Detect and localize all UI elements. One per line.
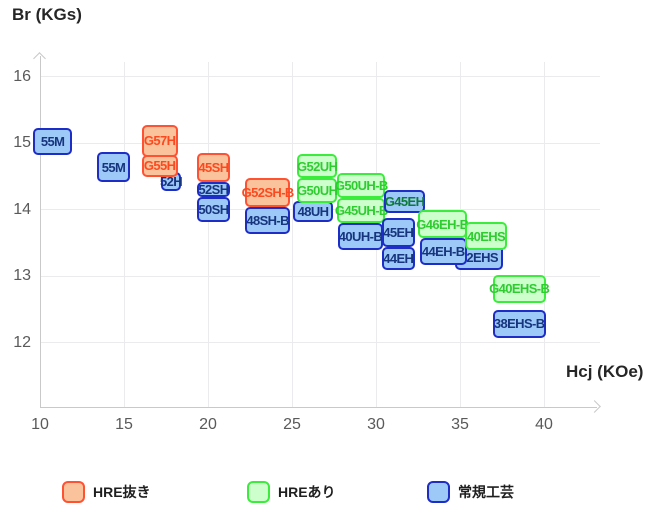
- grade-box-52h: 52H: [160, 172, 183, 191]
- gridline: [40, 275, 600, 277]
- grade-box-40uh-b: 40UH-B: [338, 222, 383, 251]
- legend-item-hre-added[interactable]: HREあり: [247, 481, 336, 503]
- grade-box-44eh: 44EH: [381, 246, 415, 270]
- x-axis-arrow-icon: [588, 400, 601, 413]
- grade-box-45eh: 45EH: [381, 218, 415, 247]
- x-tick-label: 30: [367, 416, 385, 433]
- legend-label: 常規工芸: [458, 484, 514, 500]
- legend-item-hre-removed[interactable]: HRE抜き: [62, 481, 151, 503]
- x-tick-label: 15: [115, 416, 133, 433]
- x-tick-label: 35: [451, 416, 469, 433]
- y-axis-title: Br (KGs): [12, 5, 82, 24]
- x-tick-label: 25: [283, 416, 301, 433]
- y-tick-label: 16: [13, 67, 31, 85]
- gridline: [40, 142, 600, 144]
- legend-label: HREあり: [278, 484, 336, 500]
- x-tick-label: 10: [31, 416, 49, 433]
- grade-box-g52sh-b: G52SH-B: [242, 178, 294, 207]
- grade-box-g50uh-b: G50UH-B: [335, 172, 388, 199]
- grade-box-48uh: 48UH: [292, 200, 334, 223]
- gridline: [207, 62, 209, 407]
- grade-box-48sh-b: 48SH-B: [244, 206, 291, 235]
- x-tick-label: 40: [535, 416, 553, 433]
- legend-swatch-icon: [247, 481, 270, 503]
- x-axis-line: [40, 406, 597, 408]
- gridline: [40, 342, 600, 343]
- grade-box-55m: 55M: [33, 128, 72, 155]
- y-tick-label: 13: [13, 267, 31, 284]
- grade-box-44eh-b: 44EH-B: [419, 238, 467, 265]
- grade-box-45sh: 45SH: [197, 152, 230, 183]
- grade-box-g55h: G55H: [141, 154, 178, 177]
- grade-box-g50uh: G50UH: [297, 178, 338, 203]
- grade-box-52sh: 52SH: [197, 182, 230, 198]
- legend-swatch-icon: [62, 481, 85, 503]
- grade-box-g52uh: G52UH: [297, 154, 338, 179]
- legend: HRE抜き HREあり 常規工芸: [0, 481, 645, 505]
- y-tick-label: 12: [13, 333, 31, 351]
- grade-box-g40ehs-b: G40EHS-B: [489, 274, 550, 304]
- y-axis-arrow-icon: [33, 52, 46, 65]
- grade-box-g45eh: G45EH: [384, 190, 425, 213]
- legend-item-conventional[interactable]: 常規工芸: [427, 481, 514, 503]
- gridline: [123, 62, 125, 407]
- y-tick-label: 14: [13, 200, 31, 218]
- y-axis-line: [39, 56, 41, 407]
- legend-label: HRE抜き: [93, 484, 151, 500]
- y-tick-label: 15: [13, 134, 31, 151]
- x-tick-label: 20: [199, 416, 217, 433]
- grade-box-38ehs-b: 38EHS-B: [492, 309, 546, 338]
- x-axis-title: Hcj (KOe): [566, 362, 644, 381]
- grade-box-g46eh-b: G46EH-B: [416, 210, 469, 239]
- gridline: [543, 62, 545, 407]
- grade-box-g57h: G57H: [141, 125, 178, 157]
- legend-swatch-icon: [427, 481, 450, 503]
- grade-box-40ehs: 40EHS: [465, 222, 508, 251]
- grade-box-50sh: 50SH: [197, 196, 230, 223]
- gridline: [291, 62, 293, 407]
- gridline: [40, 76, 600, 77]
- grade-box-55m: 55M: [97, 152, 130, 183]
- grade-box-g45uh-b: G45UH-B: [335, 198, 388, 223]
